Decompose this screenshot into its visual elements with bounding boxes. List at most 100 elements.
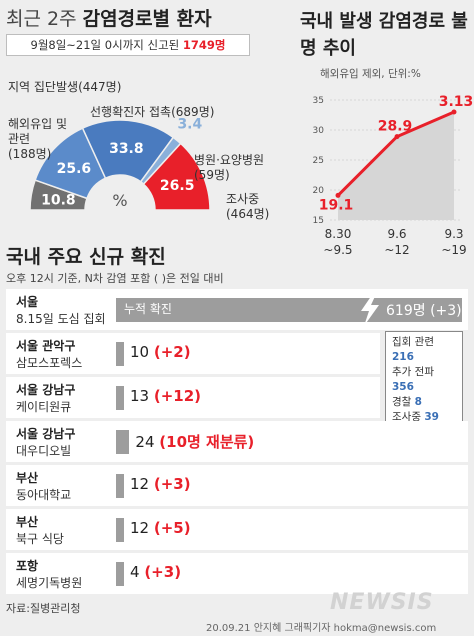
donut-segment-investigating (142, 142, 211, 211)
breakdown-item: 추가 전파 356 (392, 365, 458, 395)
row-value-change: (+12) (153, 387, 202, 405)
line-value-label: 3.13 (439, 94, 474, 110)
table-row: 부산 동아대학교 12 (+3) (6, 465, 468, 506)
bar-section-title: 국내 주요 신규 확진 (6, 246, 166, 268)
bar-row-4 (116, 474, 124, 498)
donut-value-label: 26.5 (160, 178, 195, 194)
row-label-line2: 삼모스포렉스 (16, 356, 83, 370)
breakdown-value: 8 (414, 396, 422, 408)
line-chart-subtitle: 해외유입 제외, 단위:% (320, 68, 421, 80)
row-value: 12 (+5) (130, 519, 191, 537)
donut-label-hospital-count: (59명) (194, 168, 230, 182)
row-value-change: (+5) (153, 519, 191, 537)
breakdown-item: 경찰 8 (392, 395, 458, 410)
row-value-number: 619명 (386, 303, 426, 319)
row-value-change: (10명 재분류) (159, 433, 255, 451)
line-point (394, 134, 400, 140)
donut-segment-contact (81, 119, 175, 183)
table-row: 서울 8.15일 도심 집회 누적 확진 619명 (+3) (6, 289, 468, 330)
donut-value-label: 25.6 (57, 161, 92, 177)
source-text: 자료:질병관리청 (6, 602, 81, 615)
line-xtick-label: ~9.5 (323, 243, 352, 257)
row-label-line2: 동아대학교 (16, 488, 72, 502)
row-label-line1: 서울 관악구 (16, 339, 76, 353)
bar-row-0 (116, 298, 462, 322)
donut-label-hospital: 병원·요양병원 (59명) (194, 153, 264, 183)
row-value-change: (+3) (144, 563, 182, 581)
donut-label-local: 지역 집단발생(447명) (8, 80, 121, 95)
row-label-line2: 대우디오빌 (16, 444, 72, 458)
line-value-label: 28.9 (378, 119, 413, 135)
donut-label-investigating: 조사중 (464명) (226, 192, 269, 222)
line-xtick-label: 9.6 (387, 227, 406, 241)
period-count: 1749명 (182, 38, 226, 52)
table-row: 부산 북구 식당 12 (+5) (6, 509, 468, 550)
row-label-line2: 북구 식당 (16, 532, 64, 546)
bar-section-subtitle: 오후 12시 기준, N차 감염 포함 ( )은 전일 대비 (6, 272, 224, 285)
row-label-line1: 서울 (16, 295, 39, 309)
row-value-number: 12 (130, 519, 150, 537)
line-chart: 15 20 25 30 35 19.1 8.30 ~9.5 28.9 9.6 ~12 3.13 9.3 ~… (313, 94, 474, 257)
row-label-line2: 케이티원큐 (16, 400, 72, 414)
period-box: 9월8일~21일 0시까지 신고된 1749명 (6, 34, 250, 56)
donut-label-investigating-text: 조사중 (226, 192, 260, 206)
line-area (338, 112, 454, 220)
line-chart-title: 국내 발생 감염경로 불명 추이 (300, 11, 468, 59)
donut-label-contact: 선행확진자 접촉(689명) (90, 105, 214, 120)
row-label-line1: 서울 강남구 (16, 383, 76, 397)
row-value-change: (+3) (430, 303, 462, 319)
row-value: 10 (+2) (130, 343, 191, 361)
cumulative-label: 누적 확진 (124, 302, 172, 316)
donut-label-hospital-text: 병원·요양병원 (194, 153, 265, 167)
row-label-line1: 서울 강남구 (16, 427, 76, 441)
donut-label-contact-count: (689명) (171, 105, 215, 119)
breakdown-box: 집회 관련 216 추가 전파 356 경찰 8 조사중 39 (385, 331, 463, 429)
lightning-icon (361, 292, 379, 326)
donut-label-local-count: (447명) (78, 80, 122, 94)
line-value-label: 19.1 (319, 197, 354, 213)
row-value: 4 (+3) (130, 563, 181, 581)
row-label-line2: 세명기독병원 (16, 576, 83, 590)
line-ytick-label: 30 (313, 126, 325, 136)
bar-row-3 (116, 430, 130, 454)
left-title-prefix: 최근 2주 (6, 8, 77, 30)
line-point (335, 192, 341, 198)
donut-chart: 10.8 25.6 33.8 3.4 26.5% (29, 117, 211, 211)
breakdown-value: 356 (392, 381, 414, 393)
row-label-line1: 부산 (16, 471, 39, 485)
donut-label-overseas-count: (188명) (8, 147, 52, 161)
breakdown-item: 조사중 39 (392, 410, 458, 425)
bar-row-6 (116, 562, 124, 586)
row-value: 24 (10명 재분류) (135, 431, 254, 452)
donut-label-investigating-count: (464명) (226, 207, 270, 221)
row-label-line1: 부산 (16, 515, 39, 529)
line-ytick-label: 35 (313, 96, 324, 106)
row-value-number: 12 (130, 475, 150, 493)
bar-row-5 (116, 518, 124, 542)
breakdown-value: 216 (392, 351, 414, 363)
row-value: 619명 (+3) (386, 300, 462, 320)
line-xtick-label: ~12 (384, 243, 409, 257)
row-label-line2: 8.15일 도심 집회 (16, 312, 106, 326)
line-ytick-label: 15 (313, 216, 324, 226)
row-value-change: (+3) (153, 475, 191, 493)
newsis-logo: NEWSIS (330, 590, 434, 615)
table-row: 서울 관악구 삼모스포렉스 10 (+2) (6, 333, 380, 374)
donut-label-contact-text: 선행확진자 접촉 (90, 105, 172, 119)
line-xtick-label: 9.3 (444, 227, 463, 241)
left-title-main: 감염경로별 환자 (82, 8, 212, 30)
breakdown-value: 39 (424, 411, 439, 423)
table-row: 서울 강남구 케이티원큐 13 (+12) (6, 377, 380, 418)
row-value: 12 (+3) (130, 475, 191, 493)
credit-text: 20.09.21 안지혜 그래픽기자 hokma@newsis.com (206, 623, 437, 634)
row-label-line1: 포항 (16, 559, 39, 573)
row-value-number: 4 (130, 563, 140, 581)
table-row: 포항 세명기독병원 4 (+3) (6, 553, 468, 594)
bar-row-1 (116, 342, 124, 366)
breakdown-label: 추가 전파 (392, 366, 434, 378)
left-title: 최근 2주 감염경로별 환자 (6, 4, 212, 31)
line-ytick-label: 25 (313, 156, 324, 166)
line-xtick-label: 8.30 (325, 227, 352, 241)
breakdown-label: 조사중 (392, 411, 421, 423)
donut-center-label: % (112, 191, 127, 210)
